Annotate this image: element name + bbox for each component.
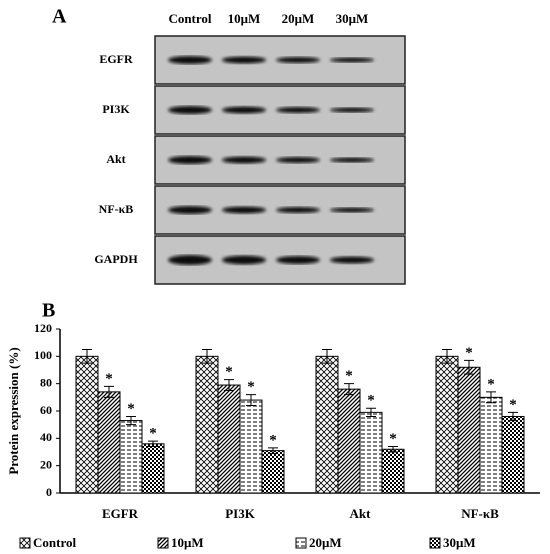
band xyxy=(330,207,374,213)
error-bar xyxy=(104,385,114,398)
y-tick-label: 60 xyxy=(40,403,52,417)
chart: 0 20 40 60 80 100 120 EGFR * * * PI3K * * * Akt * * * NF-κB… xyxy=(19,321,540,550)
legend-swatch xyxy=(295,537,307,549)
error-bar xyxy=(148,440,158,448)
column-label: Control xyxy=(168,11,211,26)
significance-marker: * xyxy=(269,432,277,448)
column-label: 20μM xyxy=(282,11,315,26)
bar xyxy=(119,420,143,494)
error-bar xyxy=(464,359,474,375)
error-bar xyxy=(126,415,136,426)
legend-label: 30μM xyxy=(443,535,476,550)
blot: Control 10μM 20μM 30μM EGFR PI3K Akt NF-κB GAPDH xyxy=(94,11,406,285)
bar xyxy=(315,355,339,494)
significance-marker: * xyxy=(105,371,113,387)
row-label: EGFR xyxy=(99,52,133,66)
panel-label: B xyxy=(42,300,55,322)
y-tick-label: 120 xyxy=(34,321,52,335)
bar xyxy=(97,391,121,494)
band xyxy=(276,157,320,163)
significance-marker: * xyxy=(345,368,353,384)
band xyxy=(222,206,266,214)
band xyxy=(330,107,374,113)
bar xyxy=(501,415,525,494)
significance-marker: * xyxy=(225,364,233,380)
bar xyxy=(217,384,241,494)
column-label: 10μM xyxy=(228,11,261,26)
row-label: NF-κB xyxy=(99,202,134,216)
x-tick-label: EGFR xyxy=(102,506,139,521)
legend-label: Control xyxy=(33,535,76,550)
band xyxy=(276,107,320,113)
band xyxy=(330,157,374,163)
bar xyxy=(479,396,503,494)
bar xyxy=(239,399,263,494)
significance-marker: * xyxy=(127,401,135,417)
band xyxy=(330,57,374,63)
significance-marker: * xyxy=(247,379,255,395)
band xyxy=(168,106,212,114)
x-tick-label: PI3K xyxy=(225,506,256,521)
band xyxy=(222,156,266,164)
bar xyxy=(141,443,165,494)
y-tick-label: 80 xyxy=(40,375,52,389)
band xyxy=(168,56,212,64)
band xyxy=(168,206,212,214)
band xyxy=(330,256,374,264)
bar xyxy=(75,355,99,494)
significance-marker: * xyxy=(465,345,473,361)
significance-marker: * xyxy=(487,376,495,392)
legend-label: 10μM xyxy=(171,535,204,550)
legend-swatch xyxy=(157,537,169,549)
significance-marker: * xyxy=(509,397,517,413)
error-bar xyxy=(82,349,92,364)
band xyxy=(222,106,266,114)
bar xyxy=(457,366,481,494)
error-bar xyxy=(366,407,376,417)
row-label: Akt xyxy=(106,152,125,166)
x-tick-label: Akt xyxy=(350,506,372,521)
error-bar xyxy=(268,447,278,454)
significance-marker: * xyxy=(149,426,157,442)
error-bar xyxy=(508,411,518,422)
band xyxy=(168,156,212,164)
band xyxy=(276,256,320,264)
error-bar xyxy=(388,446,398,453)
legend-swatch xyxy=(19,537,31,549)
y-axis-label: Protein expression (%) xyxy=(6,347,21,474)
legend-swatch xyxy=(429,537,441,549)
bar xyxy=(261,450,285,494)
error-bar xyxy=(442,349,452,364)
y-tick-label: 0 xyxy=(46,485,52,499)
band xyxy=(276,57,320,63)
bar xyxy=(381,448,405,494)
error-bar xyxy=(202,349,212,364)
significance-marker: * xyxy=(367,393,375,409)
band xyxy=(168,255,212,265)
error-bar xyxy=(246,394,256,407)
bar xyxy=(359,411,383,494)
panel-label: A xyxy=(52,6,67,28)
column-label: 30μM xyxy=(336,11,369,26)
bar xyxy=(195,355,219,494)
bar xyxy=(435,355,459,494)
error-bar xyxy=(486,391,496,404)
y-tick-label: 40 xyxy=(40,430,52,444)
band xyxy=(222,255,266,265)
row-label: GAPDH xyxy=(94,252,138,266)
error-bar xyxy=(322,349,332,364)
row-label: PI3K xyxy=(102,102,130,116)
error-bar xyxy=(224,379,234,391)
band xyxy=(222,56,266,64)
x-tick-label: NF-κB xyxy=(461,506,499,521)
bar xyxy=(337,388,361,494)
legend-label: 20μM xyxy=(309,535,342,550)
band xyxy=(276,207,320,213)
error-bar xyxy=(344,383,354,396)
significance-marker: * xyxy=(389,431,397,447)
y-tick-label: 20 xyxy=(40,457,52,471)
y-tick-label: 100 xyxy=(34,348,52,362)
